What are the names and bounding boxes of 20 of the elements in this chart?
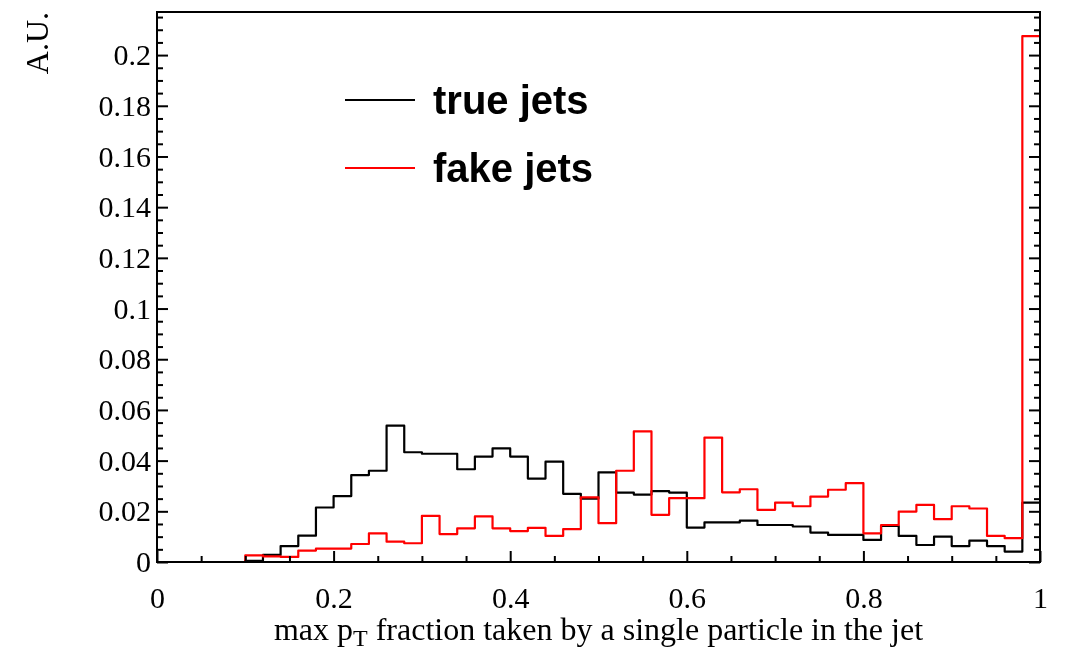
- y-axis-title: A.U.: [19, 12, 55, 75]
- y-tick-label: 0.06: [98, 393, 151, 427]
- y-tick-label: 0.04: [98, 443, 151, 477]
- legend-label: true jets: [433, 78, 589, 122]
- x-tick-label: 0.6: [668, 581, 707, 614]
- y-tick-label: 0.2: [113, 38, 151, 72]
- y-tick-label: 0.08: [98, 342, 151, 376]
- x-tick-label: 1: [1033, 581, 1048, 614]
- y-tick-label: 0.18: [98, 88, 151, 122]
- y-tick-label: 0: [136, 545, 151, 579]
- legend-label: fake jets: [433, 146, 594, 190]
- y-tick-label: 0.16: [98, 139, 151, 173]
- x-tick-label: 0.2: [315, 581, 353, 614]
- y-tick-label: 0.12: [98, 240, 151, 274]
- y-tick-label: 0.14: [98, 190, 151, 224]
- x-tick-label: 0.8: [845, 581, 883, 614]
- x-axis-title: max p$_{T}$ fraction taken by a single particle in the jet: [273, 611, 924, 651]
- y-tick-label: 0.1: [113, 291, 151, 325]
- y-tick-label: 0.02: [98, 494, 151, 528]
- x-tick-label: 0.4: [491, 581, 530, 614]
